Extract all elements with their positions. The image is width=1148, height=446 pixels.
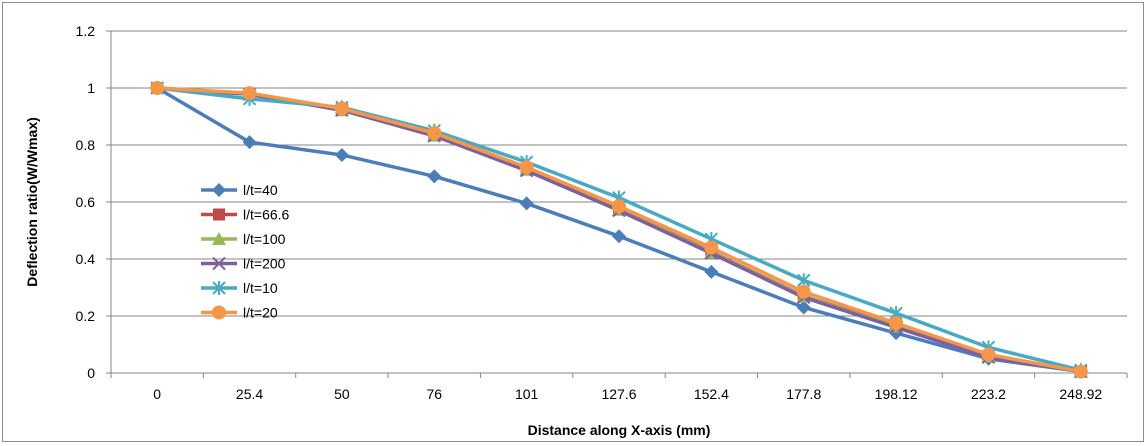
x-axis-title: Distance along X-axis (mm)	[528, 422, 711, 438]
data-point	[704, 241, 718, 255]
x-tick-label: 177.8	[786, 386, 821, 402]
y-tick-label: 0.2	[76, 308, 96, 324]
data-point	[427, 126, 441, 140]
data-point	[612, 229, 626, 243]
x-tick-label: 127.6	[601, 386, 636, 402]
legend-entry: l/t=40	[201, 182, 278, 198]
y-tick-label: 0.4	[76, 251, 96, 267]
data-point	[981, 347, 995, 361]
legend-entry: l/t=10	[201, 280, 278, 296]
x-tick-label: 198.12	[875, 386, 918, 402]
series-5	[151, 81, 1087, 377]
x-tick-label: 50	[334, 386, 350, 402]
x-tick-label: 101	[515, 386, 539, 402]
y-axis-title: Deflection ratio(W/Wmax)	[24, 117, 40, 287]
legend-entry: l/t=20	[201, 305, 278, 321]
data-point	[704, 265, 718, 279]
data-point	[243, 86, 257, 100]
legend-label: l/t=40	[243, 182, 278, 198]
legend-label: l/t=10	[243, 280, 278, 296]
y-tick-label: 0.8	[76, 137, 96, 153]
legend-marker	[213, 209, 225, 221]
legend-entry: l/t=100	[201, 231, 286, 247]
legend-label: l/t=66.6	[243, 207, 290, 223]
data-point	[612, 199, 626, 213]
series-lines	[150, 81, 1088, 379]
data-point	[1074, 365, 1088, 379]
legend-label: l/t=100	[243, 231, 286, 247]
y-tick-label: 0	[87, 365, 95, 381]
gridlines	[111, 31, 1127, 316]
data-point	[335, 102, 349, 116]
legend-marker	[212, 306, 226, 320]
data-point	[889, 316, 903, 330]
axes: 0 0.2 0.4 0.6 0.8 1 1.2 0 25.4 50 76 101 127.6 152.4 1…	[76, 23, 1127, 402]
legend-entry: l/t=200	[201, 256, 286, 272]
legend-label: l/t=20	[243, 305, 278, 321]
data-point	[427, 169, 441, 183]
series-1	[150, 81, 1088, 379]
data-point	[797, 285, 811, 299]
x-tick-label: 25.4	[236, 386, 263, 402]
x-tick-label: 248.92	[1059, 386, 1102, 402]
x-tick-label: 0	[153, 386, 161, 402]
x-tick-label: 152.4	[694, 386, 729, 402]
data-point	[520, 160, 534, 174]
line-chart: 0 0.2 0.4 0.6 0.8 1 1.2 0 25.4 50 76 101 127.6 152.4 1…	[3, 3, 1145, 443]
data-point	[150, 81, 164, 95]
y-tick-label: 1	[87, 80, 95, 96]
y-tick-label: 1.2	[76, 23, 96, 39]
x-tick-label: 76	[426, 386, 442, 402]
series-line	[157, 88, 1081, 370]
legend-label: l/t=200	[243, 256, 286, 272]
legend-marker	[212, 183, 226, 197]
x-tick-label: 223.2	[971, 386, 1006, 402]
data-point	[335, 148, 349, 162]
legend: l/t=40 l/t=66.6 l/t=100 l/t=200 l/t=10 l/t=20	[201, 182, 290, 321]
y-tick-label: 0.6	[76, 194, 96, 210]
legend-entry: l/t=66.6	[201, 207, 290, 223]
data-point	[520, 196, 534, 210]
